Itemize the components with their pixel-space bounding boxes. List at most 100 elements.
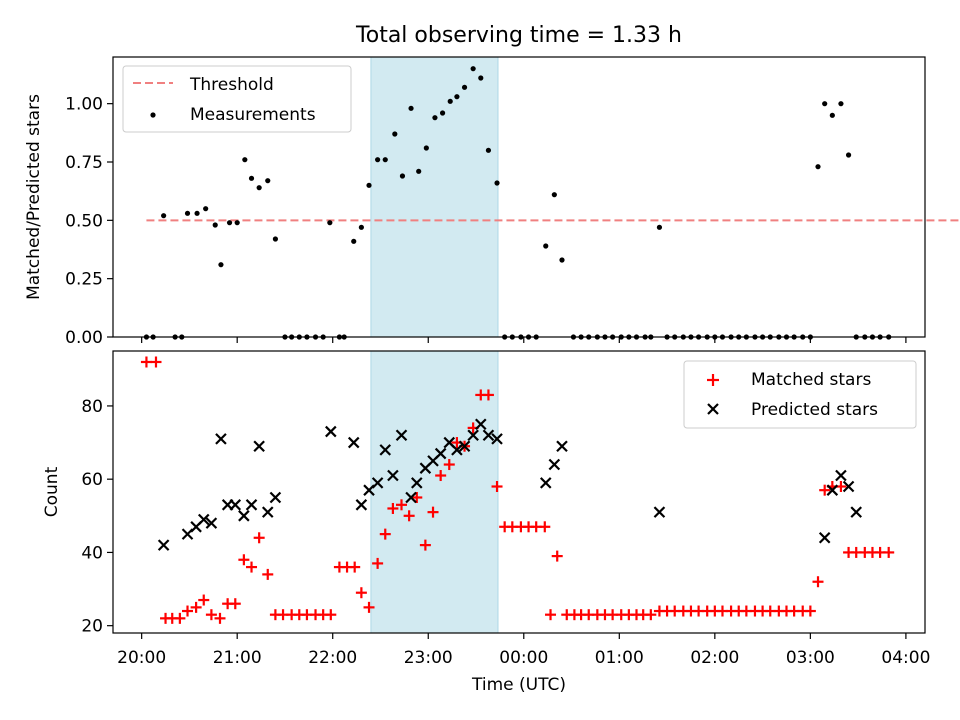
matched-star-point <box>363 601 375 613</box>
measurement-point <box>399 173 406 179</box>
x-tick-label: 03:00 <box>786 648 835 668</box>
predicted-star-point <box>261 506 274 518</box>
measurement-point <box>408 105 414 111</box>
top-y-tick-label: 1.00 <box>65 95 103 115</box>
predicted-star-point <box>197 513 210 526</box>
predicted-star-point <box>253 440 265 452</box>
measurement-point <box>212 222 218 228</box>
matched-star-point <box>545 609 557 621</box>
bottom-plot-frame <box>112 350 926 634</box>
measurement-point <box>494 180 500 186</box>
measurement-point <box>416 168 422 174</box>
predicted-star-point <box>157 539 170 551</box>
matched-star-point <box>229 598 241 610</box>
bottom-x-axis: 20:00 21:00 22:00 23:00 00:00 01:00 02:00 03:00… <box>117 633 930 668</box>
bot-shaded-region <box>370 350 499 634</box>
matched-star-point <box>246 561 258 573</box>
predicted-star-point <box>467 429 479 442</box>
matched-star-point <box>812 576 824 588</box>
matched-star-point <box>140 356 152 368</box>
predicted-star-point <box>325 425 337 438</box>
bottom-legend: Matched stars Predicted stars <box>683 360 917 429</box>
measurement-point <box>327 220 333 226</box>
predicted-star-point <box>451 444 463 456</box>
matched-star-point <box>253 532 265 544</box>
matched-star-point <box>427 506 439 518</box>
measurement-point <box>543 243 549 249</box>
matched-star-point <box>150 356 162 368</box>
predicted-star-point <box>411 477 423 489</box>
measurement-point <box>218 262 224 268</box>
bot-y-tick-label: 80 <box>81 397 103 417</box>
legend-predicted-swatch <box>707 403 719 415</box>
predicted-star-point <box>548 458 561 471</box>
matched-star-point <box>182 605 194 617</box>
legend-measurements-label: Measurements <box>190 105 316 125</box>
bottom-points-layer <box>140 356 895 624</box>
x-tick-label: 01:00 <box>595 648 644 668</box>
predicted-star-point <box>229 499 242 511</box>
predicted-star-point <box>482 429 495 442</box>
matched-star-point <box>395 499 407 511</box>
measurement-point <box>470 66 476 72</box>
measurement-point <box>248 175 255 181</box>
measurement-point <box>829 112 835 118</box>
legend-threshold-label: Threshold <box>189 75 274 95</box>
bottom-y-axis: 20 40 60 80 <box>81 397 113 637</box>
measurement-point <box>203 206 209 212</box>
matched-star-point <box>539 521 551 533</box>
bot-y-tick-label: 20 <box>81 617 103 637</box>
measurement-point <box>845 152 852 158</box>
matched-star-point <box>804 605 816 617</box>
matched-star-point <box>883 546 895 558</box>
predicted-star-point <box>245 499 258 511</box>
predicted-star-point <box>458 440 471 452</box>
matched-star-point <box>551 550 563 562</box>
measurement-point <box>439 110 446 116</box>
bottom-shaded-region-layer <box>370 350 499 634</box>
top-legend: Threshold Measurements <box>122 65 352 133</box>
top-y-axis: 0.00 0.25 0.50 0.75 1.00 <box>65 95 113 348</box>
matched-star-point <box>403 510 415 522</box>
predicted-star-point <box>556 440 568 452</box>
predicted-star-point <box>539 477 552 489</box>
top-y-axis-label: Matched/Predicted stars <box>24 94 44 300</box>
x-tick-label: 20:00 <box>117 648 166 668</box>
x-tick-label: 02:00 <box>690 648 739 668</box>
top-panel: 0.00 0.25 0.50 0.75 1.00 Matched/Predicted s… <box>24 56 960 348</box>
legend-measurements-swatch <box>150 112 156 118</box>
predicted-star-point <box>826 484 839 496</box>
predicted-star-point <box>491 433 503 445</box>
matched-star-point <box>190 601 202 613</box>
bot-y-tick-label: 60 <box>81 470 103 490</box>
top-shaded-region-layer <box>370 56 499 338</box>
measurement-point <box>478 75 484 81</box>
matched-star-point <box>355 587 367 599</box>
x-tick-label: 22:00 <box>308 648 357 668</box>
predicted-star-point <box>347 436 360 449</box>
predicted-star-point <box>653 506 666 518</box>
measurement-point <box>485 147 492 153</box>
predicted-star-point <box>215 433 227 445</box>
measurement-point <box>454 94 460 100</box>
matched-star-point <box>325 609 337 621</box>
top-legend-box <box>122 65 352 133</box>
measurement-point <box>551 192 557 198</box>
predicted-star-point <box>842 480 855 493</box>
matched-star-point <box>262 568 274 580</box>
bottom-legend-box <box>683 360 917 429</box>
top-plot-frame <box>112 56 926 338</box>
measurement-point <box>226 220 233 226</box>
matched-star-point <box>238 554 250 566</box>
measurement-point <box>242 157 248 163</box>
x-tick-label: 00:00 <box>499 648 548 668</box>
bot-y-tick-label: 40 <box>81 543 103 563</box>
figure-title: Total observing time = 1.33 h <box>355 23 682 48</box>
x-tick-label: 21:00 <box>213 648 262 668</box>
x-tick-label: 04:00 <box>881 648 930 668</box>
matched-star-point <box>435 470 447 482</box>
matched-star-point <box>645 609 657 621</box>
matched-star-point <box>482 389 494 401</box>
measurement-point <box>559 257 565 263</box>
measurement-point <box>265 178 271 184</box>
